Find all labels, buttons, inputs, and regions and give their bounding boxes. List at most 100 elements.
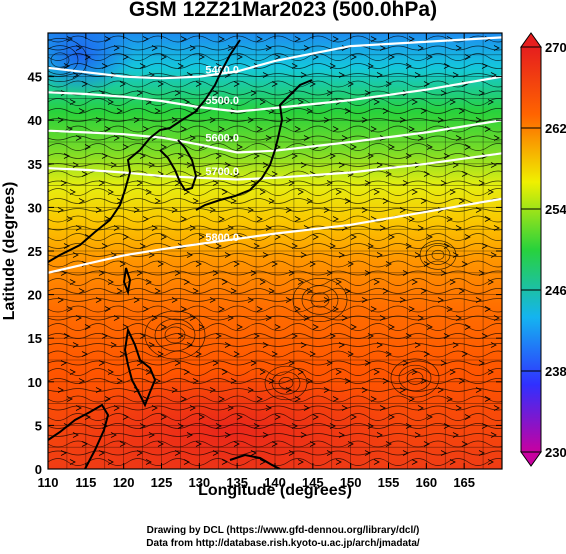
wind-arrow	[361, 207, 368, 213]
wind-arrow	[420, 198, 427, 204]
wind-arrow	[198, 54, 205, 60]
wind-arrow	[195, 441, 202, 447]
x-tick-label: 130	[188, 475, 210, 490]
wind-arrow	[490, 252, 497, 258]
wind-arrow	[69, 99, 76, 105]
wind-arrow	[183, 279, 190, 285]
x-tick-label: 140	[264, 475, 286, 490]
wind-arrow	[101, 63, 108, 69]
eddy	[301, 285, 339, 315]
wind-arrow	[136, 360, 143, 366]
wind-arrow	[233, 81, 240, 87]
wind-arrow	[388, 234, 395, 240]
eddy	[292, 278, 348, 322]
wind-arrow	[101, 333, 108, 339]
wind-arrow	[388, 414, 395, 420]
wind-arrow	[478, 90, 485, 96]
wind-arrow	[361, 297, 368, 303]
wind-arrow	[221, 279, 228, 285]
y-tick-label: 10	[28, 375, 42, 390]
wind-arrow	[385, 81, 392, 87]
wind-arrow	[186, 162, 193, 168]
wind-arrow	[157, 261, 164, 267]
wind-arrow	[379, 45, 386, 51]
wind-arrow	[247, 297, 254, 303]
streamline	[48, 198, 502, 204]
streamline	[48, 208, 502, 212]
wind-arrow	[464, 324, 471, 330]
y-tick-label: 45	[28, 70, 42, 85]
wind-arrow	[160, 54, 167, 60]
wind-arrow	[376, 252, 383, 258]
wind-arrow	[81, 171, 88, 177]
wind-arrow	[180, 396, 187, 402]
eddy	[48, 45, 79, 75]
wind-arrow	[113, 45, 120, 51]
streamline	[48, 433, 502, 437]
wind-arrow	[408, 306, 415, 312]
wind-arrow	[265, 225, 272, 231]
wind-arrow	[259, 99, 266, 105]
wind-arrow	[271, 81, 278, 87]
contour-label: 5800.0	[205, 232, 239, 244]
streamline	[48, 298, 502, 302]
wind-arrow	[227, 45, 234, 51]
wind-arrow	[148, 432, 155, 438]
wind-arrow	[78, 108, 85, 114]
wind-arrow	[312, 234, 319, 240]
wind-arrow	[443, 153, 450, 159]
wind-arrow	[332, 306, 339, 312]
wind-arrow	[370, 306, 377, 312]
wind-arrow	[478, 360, 485, 366]
streamline	[48, 458, 502, 466]
wind-arrow	[350, 324, 357, 330]
wind-arrow	[347, 441, 354, 447]
y-axis-ticks: 0 5 10 15 20 25 30 35 40 45	[28, 70, 502, 477]
wind-arrow	[139, 243, 146, 249]
wind-arrow	[154, 108, 161, 114]
wind-arrow	[122, 414, 129, 420]
wind-arrow	[63, 333, 70, 339]
wind-arrow	[95, 207, 102, 213]
wind-arrow	[186, 252, 193, 258]
colorbar: 270 262 254 246 238 230	[520, 32, 566, 467]
wind-arrow	[154, 198, 161, 204]
wind-arrow	[57, 387, 64, 393]
wind-arrow	[309, 81, 316, 87]
wind-arrow	[221, 459, 228, 465]
wind-arrow	[484, 306, 491, 312]
wind-arrow	[481, 333, 488, 339]
japan-coast	[195, 79, 313, 211]
wind-arrow	[57, 207, 64, 213]
wind-arrow	[388, 144, 395, 150]
wind-arrow	[145, 279, 152, 285]
wind-arrow	[388, 54, 395, 60]
contour-label: 5500.0	[205, 95, 239, 107]
wind-arrow	[192, 378, 199, 384]
wind-arrow	[215, 153, 222, 159]
wind-arrow	[361, 387, 368, 393]
wind-arrow	[157, 81, 164, 87]
wind-arrow	[98, 450, 105, 456]
wind-arrow	[323, 387, 330, 393]
wind-arrow	[268, 198, 275, 204]
wind-arrow	[402, 360, 409, 366]
wind-arrow	[72, 162, 79, 168]
eddy	[144, 310, 206, 360]
china-coast	[48, 39, 241, 263]
streamline	[48, 278, 502, 286]
y-tick-label: 30	[28, 200, 42, 215]
wind-arrow	[309, 351, 316, 357]
wind-arrow	[136, 180, 143, 186]
wind-arrow	[399, 387, 406, 393]
wind-arrow	[116, 288, 123, 294]
wind-arrow	[274, 414, 281, 420]
contour-label: 5600.0	[205, 133, 239, 145]
wind-arrow	[373, 459, 380, 465]
wind-arrow	[464, 144, 471, 150]
wind-arrow	[271, 171, 278, 177]
colorbar-top-arrow	[520, 32, 542, 48]
wind-arrow	[303, 135, 310, 141]
wind-arrow	[63, 63, 70, 69]
streamline	[48, 260, 502, 268]
